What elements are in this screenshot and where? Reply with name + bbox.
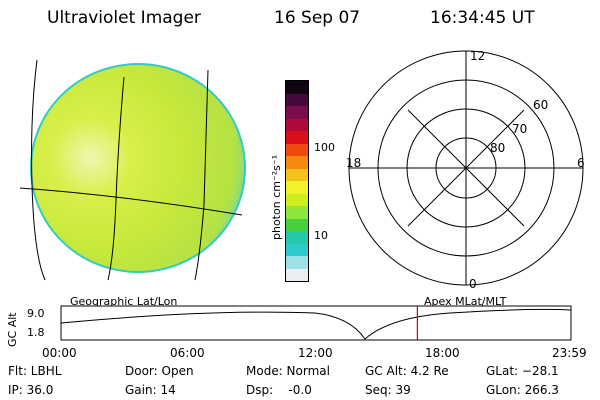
colorbar-segment <box>286 118 308 131</box>
colorbar-segment <box>286 106 308 119</box>
gain-info: Gain: 14 <box>125 383 176 397</box>
colorbar-segment <box>286 181 308 194</box>
ip-info: IP: 36.0 <box>8 383 54 397</box>
lat-label-70: 70 <box>512 122 527 136</box>
colorbar-segment <box>286 168 308 181</box>
colorbar-segment <box>286 268 308 281</box>
mlt-label-6: 6 <box>577 156 585 170</box>
app-title: Ultraviolet Imager <box>47 8 201 28</box>
time-tick-18: 18:00 <box>425 346 460 360</box>
date-label: 16 Sep 07 <box>274 8 361 28</box>
gc-alt-info: GC Alt: 4.2 Re <box>365 364 449 378</box>
colorbar <box>285 80 309 282</box>
colorbar-tick-10: 10 <box>314 229 328 242</box>
latitude-line <box>20 187 243 216</box>
polar-diagonal <box>407 109 525 227</box>
timeline-right-label: Apex MLat/MLT <box>424 295 507 308</box>
colorbar-segment <box>286 218 308 231</box>
colorbar-segment <box>286 143 308 156</box>
colorbar-segment <box>286 243 308 256</box>
time-tick-00: 00:00 <box>42 346 77 360</box>
colorbar-tick-100: 100 <box>314 141 335 154</box>
colorbar-segment <box>286 256 308 269</box>
lat-label-80: 80 <box>490 141 505 155</box>
mlt-label-18: 18 <box>346 156 361 170</box>
colorbar-segment <box>286 231 308 244</box>
polar-plot: 12 18 6 0 60 70 80 <box>346 49 585 291</box>
door-info: Door: Open <box>125 364 194 378</box>
colorbar-segment <box>286 193 308 206</box>
time-tick-2359: 23:59 <box>552 346 587 360</box>
longitude-line <box>194 69 209 281</box>
filter-info: Flt: LBHL <box>8 364 62 378</box>
time-label: 16:34:45 UT <box>430 8 535 28</box>
longitude-line <box>107 76 125 281</box>
seq-info: Seq: 39 <box>365 383 411 397</box>
timeline-y-label: GC Alt <box>6 312 19 347</box>
colorbar-unit-label: photon cm⁻²s⁻¹ <box>270 154 283 240</box>
earth-disk <box>30 63 246 273</box>
timeline-frame <box>60 305 572 341</box>
colorbar-segment <box>286 81 308 94</box>
timeline-y-min: 1.8 <box>27 326 45 339</box>
timeline-y-max: 9.0 <box>27 307 45 320</box>
colorbar-segment <box>286 156 308 169</box>
glat-info: GLat: −28.1 <box>486 364 559 378</box>
time-tick-06: 06:00 <box>170 346 205 360</box>
mode-info: Mode: Normal <box>246 364 330 378</box>
longitude-line <box>31 59 46 281</box>
altitude-curve <box>60 308 572 340</box>
mlt-label-0: 0 <box>469 277 477 291</box>
colorbar-segment <box>286 93 308 106</box>
lat-label-60: 60 <box>533 98 548 112</box>
colorbar-segment <box>286 131 308 144</box>
colorbar-segment <box>286 206 308 219</box>
glon-info: GLon: 266.3 <box>486 383 559 397</box>
timeline-left-label: Geographic Lat/Lon <box>70 295 178 308</box>
dsp-info: Dsp: -0.0 <box>246 383 312 397</box>
uv-image-panel <box>20 59 246 281</box>
mlt-label-12: 12 <box>470 49 485 63</box>
timeline-chart <box>60 305 572 341</box>
time-tick-12: 12:00 <box>298 346 333 360</box>
